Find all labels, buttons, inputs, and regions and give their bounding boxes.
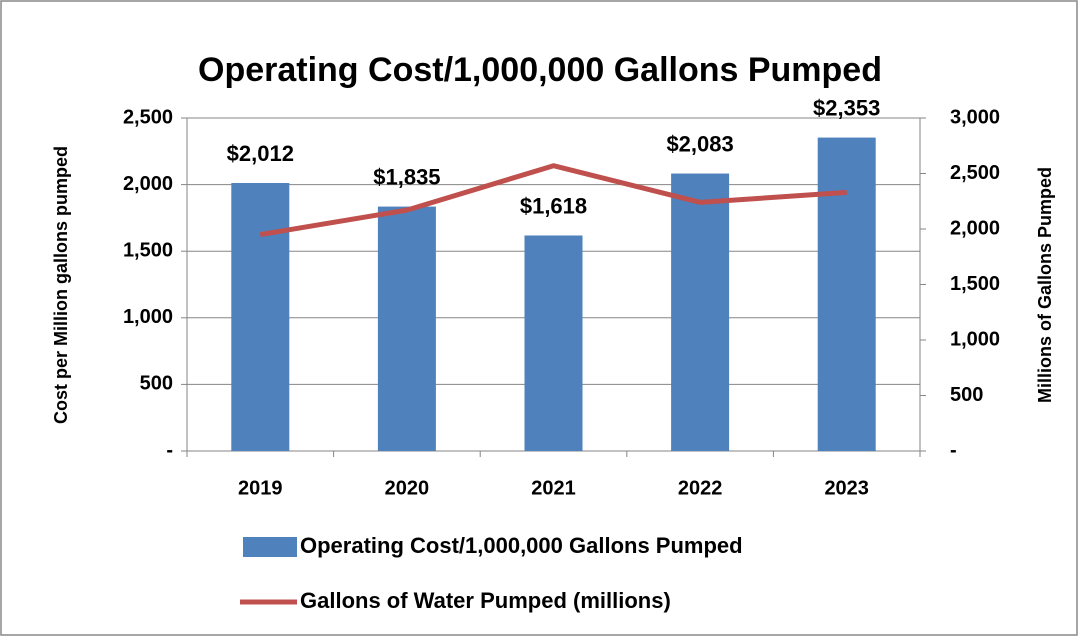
line — [259, 163, 847, 238]
data-label: $2,083 — [666, 131, 733, 156]
legend-label: Gallons of Water Pumped (millions) — [300, 588, 671, 613]
y-tick-label: 1,500 — [123, 239, 173, 261]
bar — [671, 173, 730, 451]
bar — [817, 137, 876, 452]
bar — [524, 235, 583, 451]
x-tick-label: 2019 — [238, 477, 283, 499]
chart-title: Operating Cost/1,000,000 Gallons Pumped — [198, 51, 882, 89]
y2-tick-label: 2,500 — [950, 162, 1000, 184]
bar — [377, 206, 436, 451]
data-label: $1,618 — [520, 193, 587, 218]
x-tick-label: 2020 — [385, 477, 430, 499]
data-label: $2,012 — [227, 141, 294, 166]
legend-label: Operating Cost/1,000,000 Gallons Pumped — [300, 533, 743, 558]
y-axis-label: Cost per Million gallons pumped — [51, 146, 71, 424]
y2-tick-label: 1,500 — [950, 273, 1000, 295]
y2-tick-label: - — [950, 439, 957, 461]
y-tick-label: 2,000 — [123, 173, 173, 195]
y2-tick-label: 500 — [950, 384, 983, 406]
y2-tick-label: 1,000 — [950, 328, 1000, 350]
legend-swatch — [243, 537, 297, 557]
x-tick-label: 2023 — [824, 477, 869, 499]
y-tick-label: 500 — [140, 373, 173, 395]
y-tick-label: - — [166, 439, 173, 461]
y2-tick-label: 3,000 — [950, 106, 1000, 128]
data-label: $1,835 — [373, 164, 440, 189]
x-tick-label: 2021 — [531, 477, 576, 499]
data-label: $2,353 — [813, 95, 880, 120]
y2-axis-label: Millions of Gallons Pumped — [1035, 167, 1055, 403]
y-tick-label: 1,000 — [123, 306, 173, 328]
bar — [231, 183, 290, 452]
x-tick-label: 2022 — [678, 477, 723, 499]
y-tick-label: 2,500 — [123, 106, 173, 128]
y2-tick-label: 2,000 — [950, 217, 1000, 239]
